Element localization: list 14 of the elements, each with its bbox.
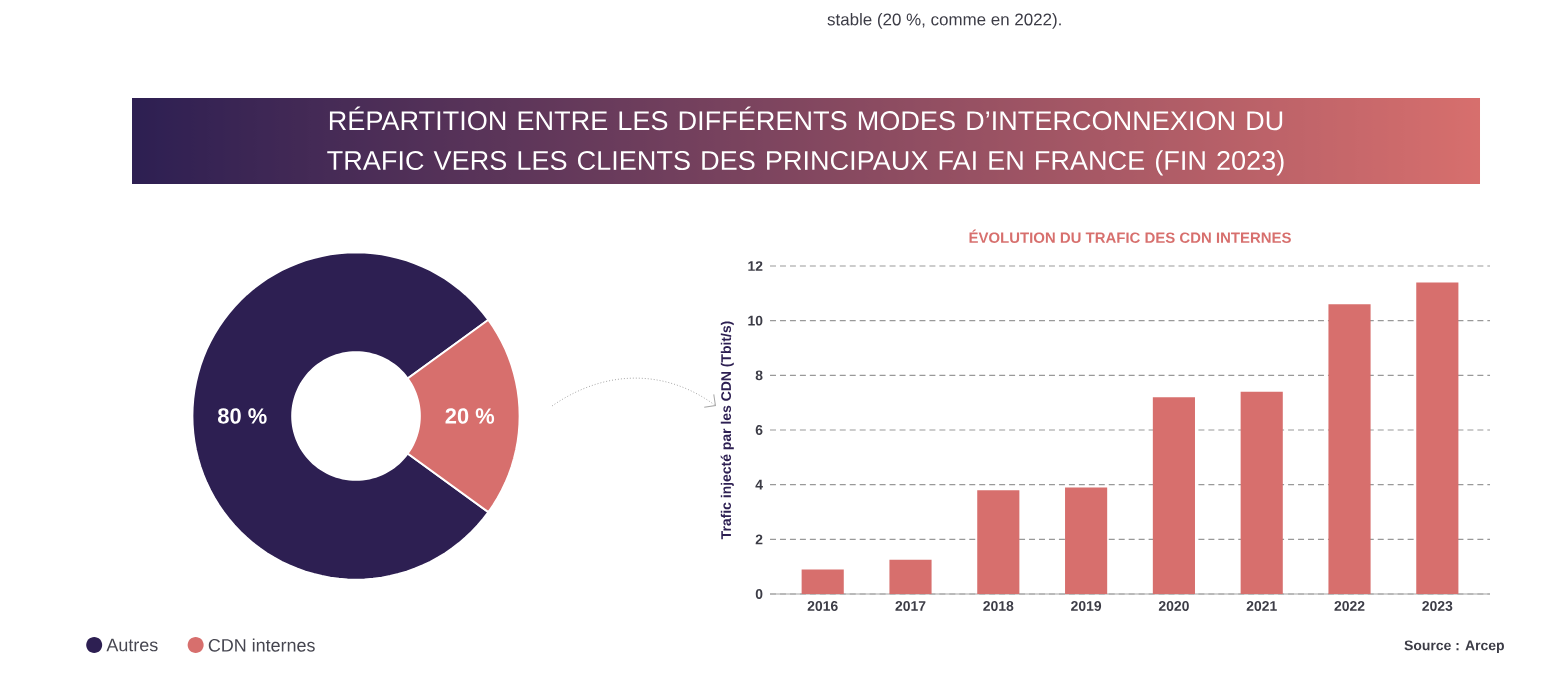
bar <box>1240 391 1283 594</box>
data-label: 20 % <box>445 408 495 424</box>
legend-label: CDN internes <box>208 638 315 652</box>
legend-label: Autres <box>106 638 158 652</box>
bar <box>977 490 1020 594</box>
bar <box>889 559 932 594</box>
bar <box>1416 282 1459 594</box>
bar <box>1065 487 1108 594</box>
text: RÉPARTITION ENTRE LES DIFFÉRENTS MODES D’INTERCONNEXION DU TRAFIC VERS LES CLIENTS DES PRINCIPAUX FAI EN FRANCE (FIN 2023) <box>327 106 1284 176</box>
bar <box>801 569 844 594</box>
data-label: 80 % <box>218 408 267 424</box>
text: stable (20 %, comme en 2022). <box>827 13 1061 29</box>
bar <box>1328 304 1371 594</box>
bar <box>1152 397 1195 594</box>
